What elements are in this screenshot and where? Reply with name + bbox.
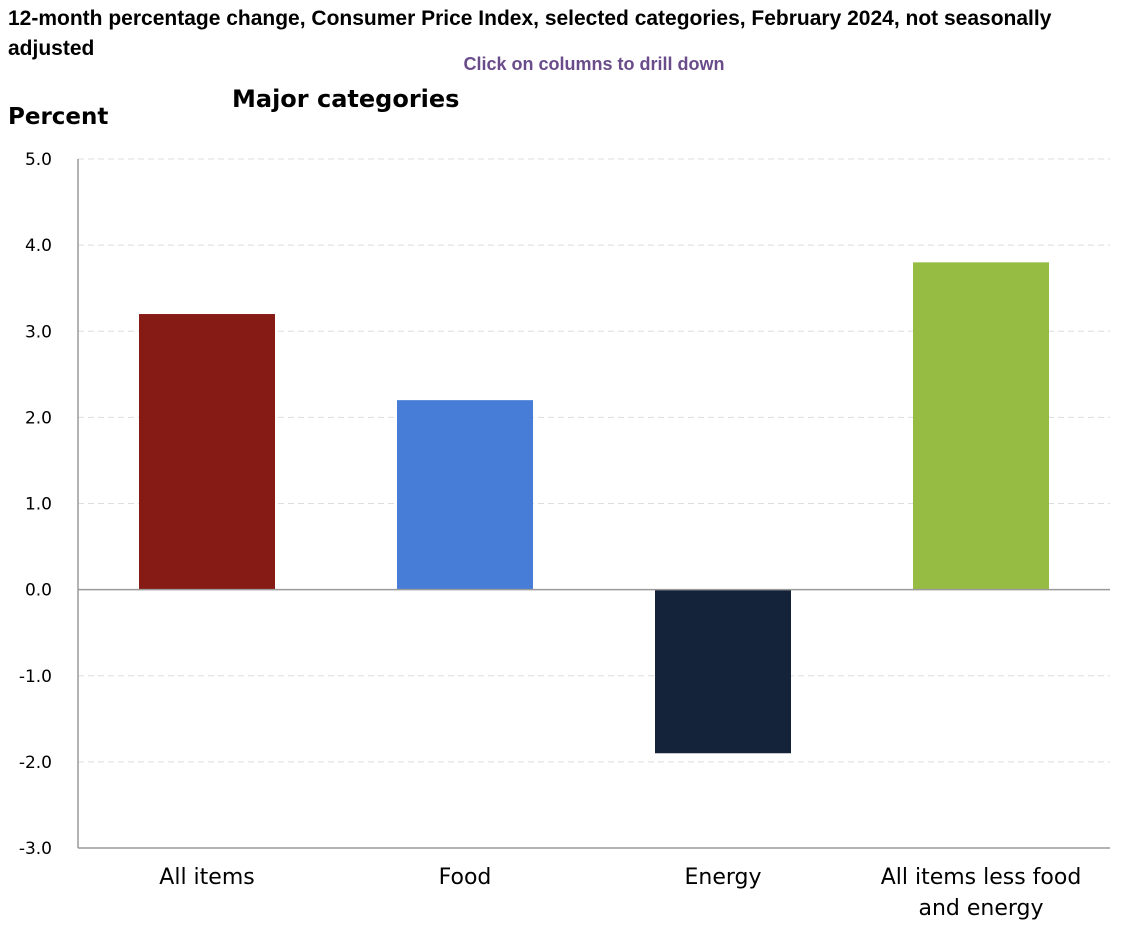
y-tick-label: -3.0 [19, 839, 52, 859]
y-tick-label: 1.0 [25, 495, 52, 515]
y-tick-label: 5.0 [25, 150, 52, 170]
y-tick-label: -1.0 [19, 667, 52, 687]
bars [139, 262, 1049, 754]
x-tick-label: Energy [684, 865, 761, 890]
x-tick-label: All items less food [881, 865, 1082, 890]
bar[interactable] [139, 314, 275, 590]
bar[interactable] [655, 589, 791, 754]
y-axis-ticks: 5.0 4.0 3.0 2.0 1.0 0.0 -1.0 -2.0 -3.0 [19, 150, 52, 859]
y-axis-label: Percent [8, 104, 108, 130]
drill-down-hint[interactable]: Click on columns to drill down [463, 54, 725, 74]
x-tick-label: All items [159, 865, 254, 890]
bar[interactable] [397, 400, 533, 590]
y-tick-label: 3.0 [25, 322, 52, 342]
x-axis-labels: All items Food Energy All items less food an… [159, 865, 1081, 921]
y-tick-label: 4.0 [25, 236, 52, 256]
page-title: 12-month percentage change, Consumer Pri… [8, 7, 1052, 60]
y-tick-label: -2.0 [19, 753, 52, 773]
y-tick-label: 0.0 [25, 581, 52, 601]
x-tick-label: and energy [918, 896, 1043, 921]
y-tick-label: 2.0 [25, 408, 52, 428]
bar[interactable] [913, 262, 1049, 590]
chart-title: Major categories [232, 85, 459, 113]
x-tick-label: Food [439, 865, 492, 890]
